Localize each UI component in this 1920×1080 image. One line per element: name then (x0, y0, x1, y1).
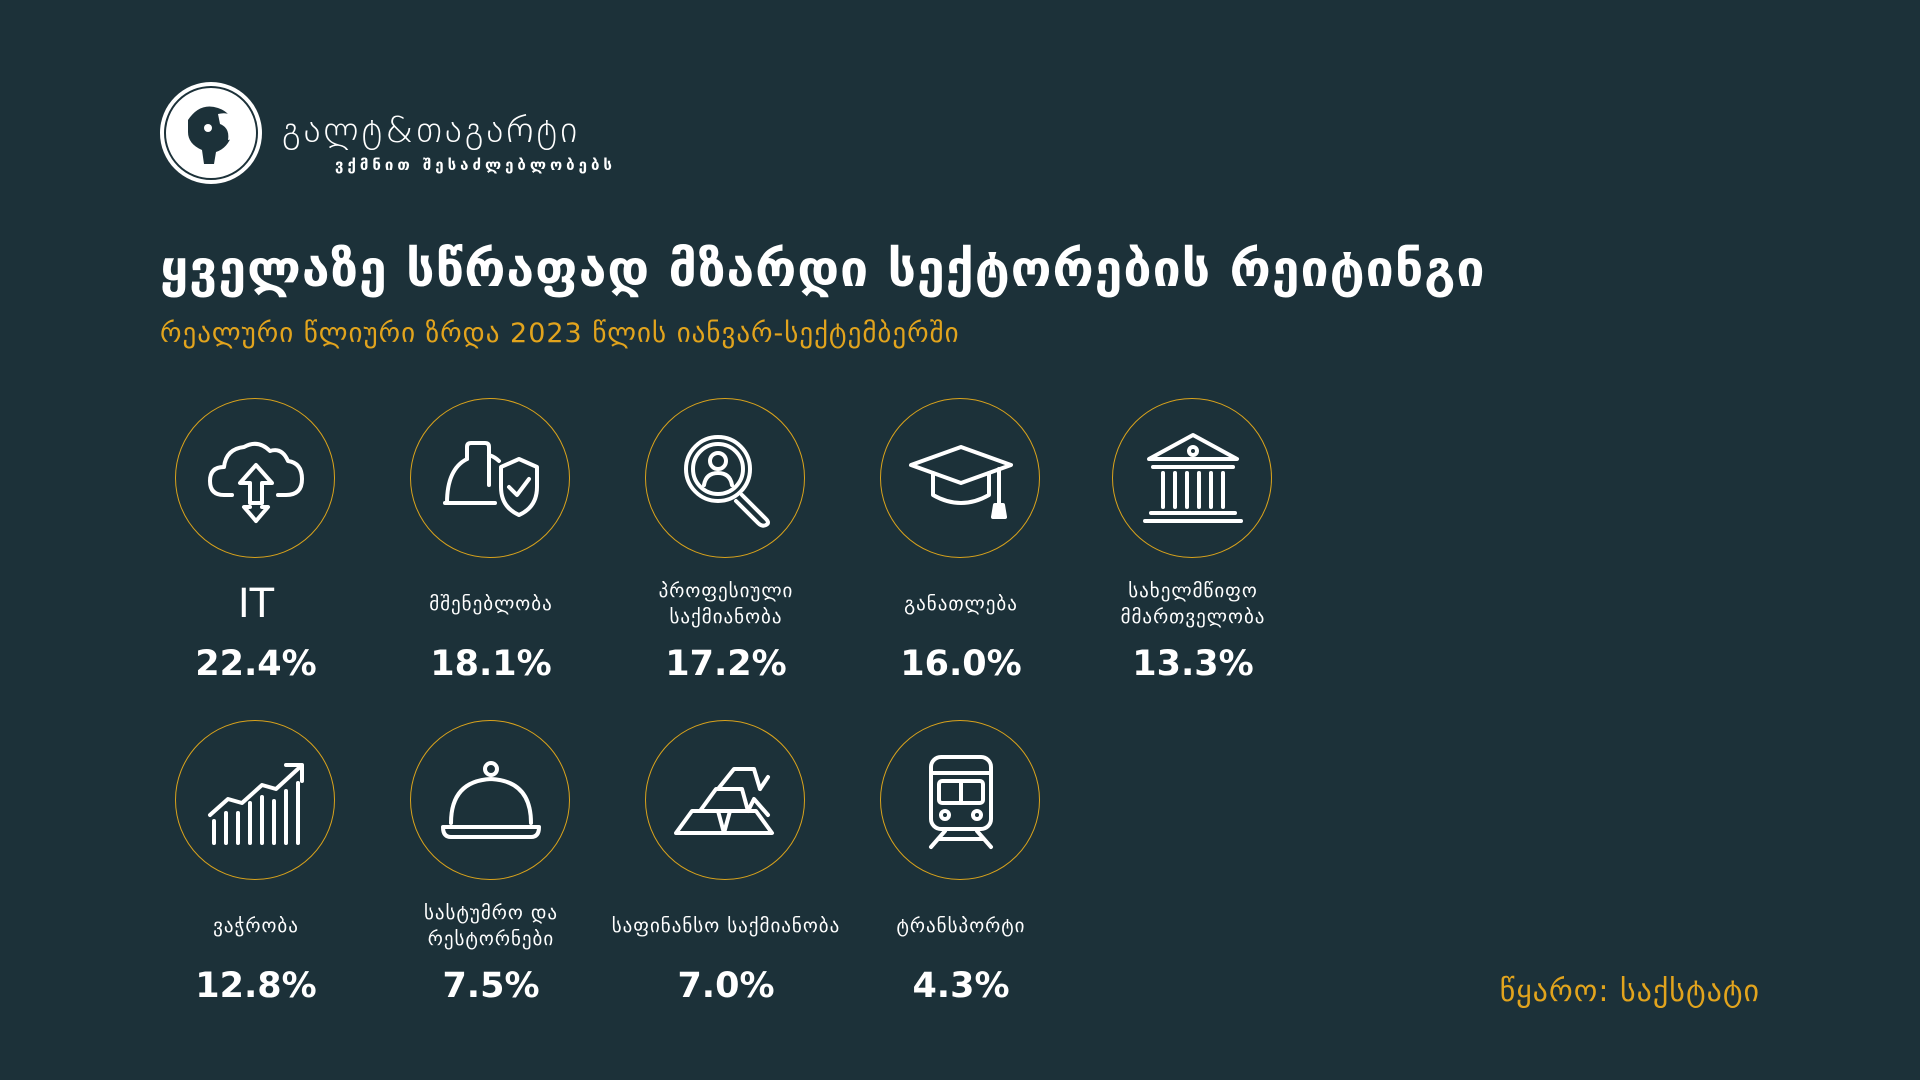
sector-label: მშენებლობა (429, 593, 553, 615)
sector-value: 7.5% (442, 966, 540, 1006)
search-person-icon (645, 398, 805, 558)
gold-bars-icon (645, 720, 805, 880)
sector-value: 17.2% (665, 644, 787, 684)
sector-value: 12.8% (195, 966, 317, 1006)
graduation-cap-icon (880, 398, 1040, 558)
brand-name: გალტ&თაგარტი (282, 110, 581, 151)
source-note: წყარო: საქსტატი (1499, 974, 1760, 1009)
sector-value: 7.0% (677, 966, 775, 1006)
sector-label: ვაჭრობა (213, 915, 299, 937)
sector-label: პროფესიული საქმიანობა (658, 580, 794, 628)
brand-tagline: ვქმნით შესაძლებლობებს (335, 156, 616, 174)
food-cloche-icon (410, 720, 570, 880)
sector-label: საფინანსო საქმიანობა (611, 915, 841, 937)
sector-label: სახელმწიფო მმართველობა (1120, 580, 1266, 628)
sector-label: სასტუმრო და რესტორნები (423, 902, 559, 950)
sector-value: 16.0% (900, 644, 1022, 684)
brand-logo-icon (158, 80, 264, 186)
hardhat-shield-icon (410, 398, 570, 558)
sector-label: IT (237, 581, 275, 627)
government-building-icon (1112, 398, 1272, 558)
sector-value: 22.4% (195, 644, 317, 684)
sector-value: 13.3% (1132, 644, 1254, 684)
page-subtitle: რეალური წლიური ზრდა 2023 წლის იანვარ-სექ… (160, 318, 960, 349)
sector-value: 4.3% (912, 966, 1010, 1006)
cloud-upload-icon (175, 398, 335, 558)
growth-chart-icon (175, 720, 335, 880)
sector-value: 18.1% (430, 644, 552, 684)
sector-label: განათლება (904, 593, 1018, 615)
train-icon (880, 720, 1040, 880)
sector-label: ტრანსპორტი (896, 915, 1026, 937)
page-title: ყველაზე სწრაფად მზარდი სექტორების რეიტინ… (160, 240, 1486, 298)
